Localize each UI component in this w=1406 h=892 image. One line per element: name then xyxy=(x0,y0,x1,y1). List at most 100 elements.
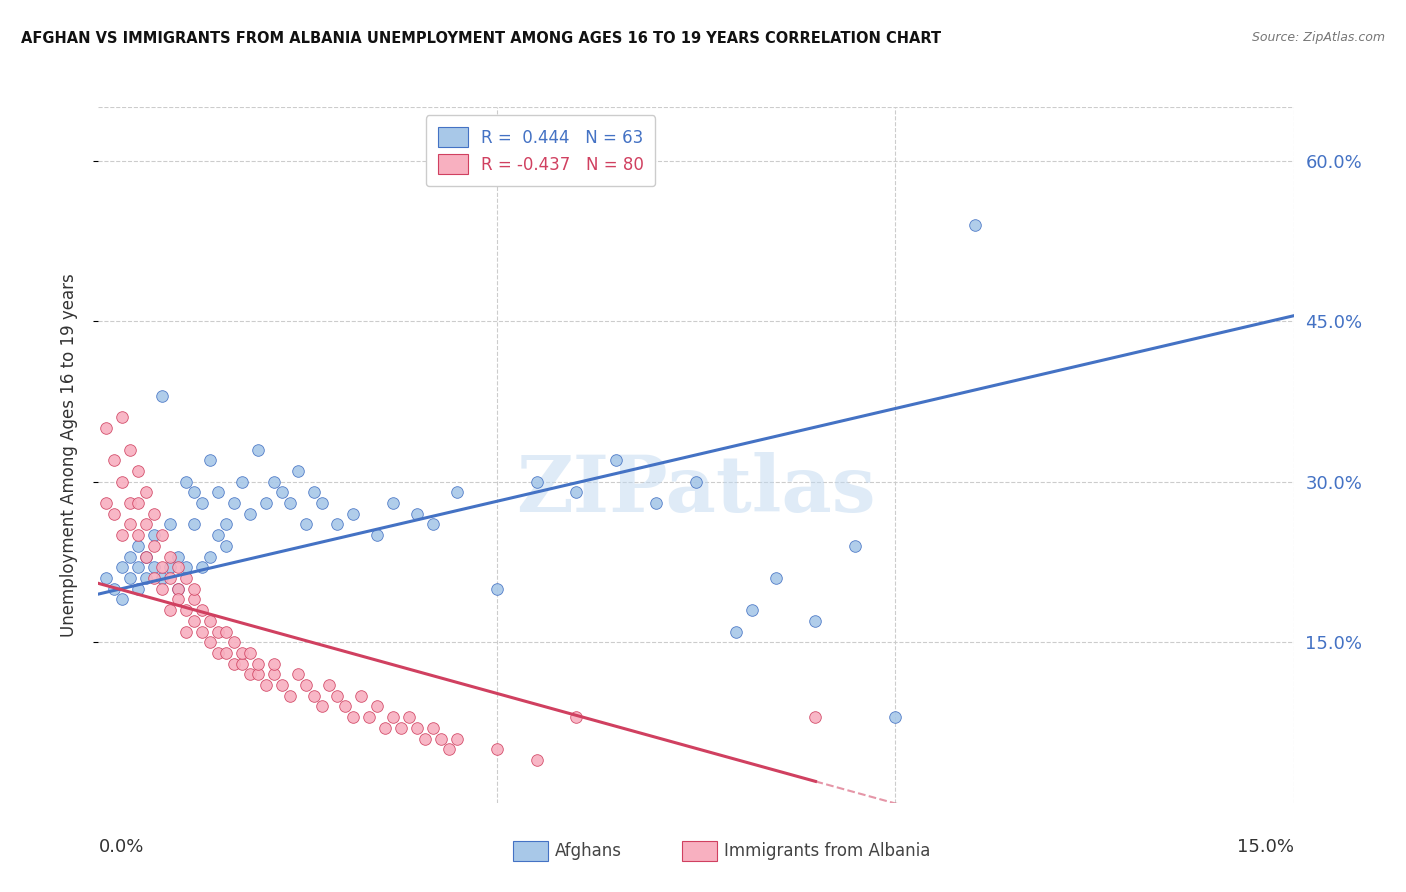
Point xyxy=(215,517,238,532)
Point xyxy=(207,624,229,639)
Point xyxy=(278,689,301,703)
Point xyxy=(150,560,173,574)
Point xyxy=(167,582,190,596)
Point xyxy=(342,710,364,724)
Text: Afghans: Afghans xyxy=(555,842,623,860)
Point xyxy=(239,507,262,521)
Text: Source: ZipAtlas.com: Source: ZipAtlas.com xyxy=(1251,31,1385,45)
Point xyxy=(143,507,166,521)
Point xyxy=(294,678,316,692)
Point xyxy=(183,485,205,500)
Point xyxy=(135,571,157,585)
Point xyxy=(366,699,388,714)
Point xyxy=(183,517,205,532)
Point xyxy=(207,485,229,500)
Point xyxy=(111,475,134,489)
Point xyxy=(174,603,197,617)
Point xyxy=(335,699,357,714)
Point xyxy=(254,678,277,692)
Point xyxy=(246,667,269,681)
Point xyxy=(446,731,468,746)
Point xyxy=(287,667,309,681)
Point xyxy=(311,699,333,714)
Point xyxy=(350,689,373,703)
Point xyxy=(222,496,245,510)
Point xyxy=(724,624,747,639)
Point xyxy=(159,603,181,617)
Point xyxy=(398,710,420,724)
Point xyxy=(231,475,253,489)
Point xyxy=(382,496,405,510)
Point xyxy=(103,453,125,467)
Point xyxy=(963,218,986,232)
Point xyxy=(294,517,316,532)
Point xyxy=(159,560,181,574)
Point xyxy=(111,592,134,607)
Point xyxy=(183,582,205,596)
Point xyxy=(804,614,827,628)
Point xyxy=(222,657,245,671)
Point xyxy=(120,571,142,585)
Point xyxy=(765,571,787,585)
Point xyxy=(413,731,436,746)
Point xyxy=(246,657,269,671)
Point xyxy=(844,539,866,553)
Point xyxy=(446,485,468,500)
Point xyxy=(191,624,214,639)
Point xyxy=(270,485,292,500)
Point xyxy=(96,496,118,510)
Point xyxy=(167,549,190,564)
Point xyxy=(127,496,149,510)
Point xyxy=(150,389,173,403)
Point xyxy=(215,646,238,660)
Point xyxy=(485,582,508,596)
Point xyxy=(143,539,166,553)
Point xyxy=(174,560,197,574)
Point xyxy=(127,464,149,478)
Point xyxy=(389,721,412,735)
Text: Immigrants from Albania: Immigrants from Albania xyxy=(724,842,931,860)
Point xyxy=(374,721,396,735)
Point xyxy=(143,571,166,585)
Point xyxy=(422,517,444,532)
Point xyxy=(103,582,125,596)
Point xyxy=(270,678,292,692)
Point xyxy=(207,528,229,542)
Point xyxy=(198,453,221,467)
Point xyxy=(246,442,269,457)
Point xyxy=(167,582,190,596)
Point xyxy=(127,560,149,574)
Text: ZIPatlas: ZIPatlas xyxy=(516,451,876,528)
Point xyxy=(645,496,668,510)
Point xyxy=(406,721,429,735)
Point xyxy=(239,667,262,681)
Point xyxy=(127,539,149,553)
Point xyxy=(167,560,190,574)
Point xyxy=(231,646,253,660)
Point xyxy=(135,549,157,564)
Point xyxy=(150,582,173,596)
Point xyxy=(191,560,214,574)
Point xyxy=(222,635,245,649)
Point xyxy=(159,517,181,532)
Point xyxy=(120,442,142,457)
Point xyxy=(326,517,349,532)
Point xyxy=(167,592,190,607)
Point xyxy=(174,475,197,489)
Point xyxy=(359,710,381,724)
Point xyxy=(111,410,134,425)
Point xyxy=(127,528,149,542)
Point xyxy=(263,657,285,671)
Point xyxy=(96,421,118,435)
Point xyxy=(191,603,214,617)
Text: AFGHAN VS IMMIGRANTS FROM ALBANIA UNEMPLOYMENT AMONG AGES 16 TO 19 YEARS CORRELA: AFGHAN VS IMMIGRANTS FROM ALBANIA UNEMPL… xyxy=(21,31,941,46)
Point xyxy=(96,571,118,585)
Point xyxy=(318,678,340,692)
Legend: R =  0.444   N = 63, R = -0.437   N = 80: R = 0.444 N = 63, R = -0.437 N = 80 xyxy=(426,115,655,186)
Point xyxy=(263,475,285,489)
Point xyxy=(159,549,181,564)
Point xyxy=(191,496,214,510)
Point xyxy=(485,742,508,756)
Point xyxy=(239,646,262,660)
Point xyxy=(135,485,157,500)
